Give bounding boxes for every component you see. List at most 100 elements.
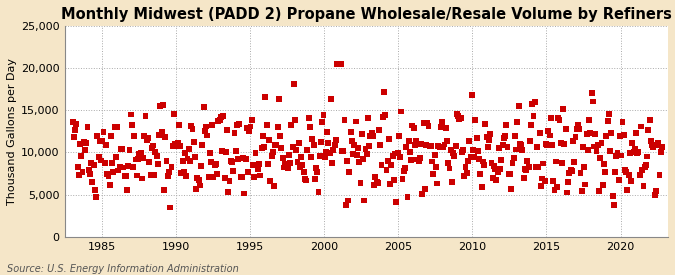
Point xyxy=(317,120,327,124)
Point xyxy=(369,183,379,187)
Point xyxy=(493,146,504,150)
Point xyxy=(244,128,254,133)
Point xyxy=(518,176,529,180)
Point xyxy=(638,184,649,189)
Point xyxy=(141,138,152,142)
Point xyxy=(325,97,336,101)
Point xyxy=(286,123,297,128)
Point xyxy=(654,173,665,177)
Point xyxy=(92,134,103,138)
Point xyxy=(418,121,429,126)
Point xyxy=(641,163,651,167)
Point xyxy=(173,123,184,127)
Point xyxy=(266,154,277,158)
Point xyxy=(264,138,275,142)
Point xyxy=(84,172,95,176)
Point xyxy=(465,155,476,159)
Point xyxy=(589,144,599,149)
Point xyxy=(126,123,137,127)
Point xyxy=(501,123,512,127)
Point xyxy=(542,143,553,148)
Point xyxy=(596,141,607,145)
Point xyxy=(421,142,431,147)
Point xyxy=(335,62,346,66)
Point xyxy=(233,157,244,161)
Point xyxy=(227,160,238,164)
Point xyxy=(138,156,148,160)
Point xyxy=(492,169,503,174)
Point xyxy=(99,161,110,165)
Point xyxy=(527,102,538,107)
Point xyxy=(139,133,150,138)
Point xyxy=(315,154,325,158)
Point xyxy=(576,189,587,194)
Point xyxy=(148,143,159,148)
Point xyxy=(130,157,141,162)
Point xyxy=(98,130,109,134)
Point xyxy=(273,97,284,101)
Point xyxy=(191,187,202,191)
Point xyxy=(469,155,480,159)
Point xyxy=(480,122,491,126)
Point xyxy=(135,151,146,156)
Point xyxy=(321,149,331,154)
Point xyxy=(157,103,168,107)
Point xyxy=(622,188,632,192)
Point xyxy=(531,164,541,169)
Point xyxy=(126,112,136,117)
Point xyxy=(655,150,666,155)
Point xyxy=(528,114,539,119)
Point xyxy=(524,139,535,144)
Point xyxy=(319,155,330,159)
Point xyxy=(639,164,650,169)
Point xyxy=(365,134,376,138)
Point xyxy=(346,138,357,143)
Point xyxy=(302,148,313,152)
Point xyxy=(487,176,498,180)
Point xyxy=(146,146,157,150)
Point xyxy=(431,165,441,169)
Point xyxy=(322,130,333,134)
Point xyxy=(599,162,610,166)
Point xyxy=(538,161,549,166)
Point xyxy=(550,159,561,164)
Point xyxy=(186,123,196,128)
Point xyxy=(375,143,385,147)
Point xyxy=(71,122,82,126)
Point xyxy=(571,127,582,131)
Point xyxy=(386,163,397,167)
Point xyxy=(583,148,593,152)
Point xyxy=(520,168,531,173)
Point xyxy=(292,160,303,164)
Point xyxy=(187,127,198,131)
Point xyxy=(381,168,392,172)
Point xyxy=(475,172,486,176)
Point xyxy=(385,182,396,186)
Point xyxy=(271,142,282,147)
Point xyxy=(345,130,356,134)
Point xyxy=(491,178,502,182)
Point xyxy=(279,165,290,170)
Point xyxy=(617,120,628,124)
Point xyxy=(312,170,323,175)
Point xyxy=(440,126,451,130)
Point xyxy=(510,134,520,138)
Point xyxy=(172,141,183,146)
Point xyxy=(297,163,308,167)
Point xyxy=(251,163,262,167)
Point xyxy=(483,138,494,142)
Point xyxy=(620,167,630,172)
Point xyxy=(219,176,230,181)
Point xyxy=(543,129,554,134)
Point xyxy=(166,165,177,169)
Point xyxy=(212,172,223,176)
Point xyxy=(87,180,98,184)
Point xyxy=(124,148,135,153)
Point xyxy=(497,142,508,147)
Point xyxy=(459,174,470,178)
Point xyxy=(310,166,321,170)
Point xyxy=(307,136,318,141)
Point xyxy=(354,160,364,164)
Text: Source: U.S. Energy Information Administration: Source: U.S. Energy Information Administ… xyxy=(7,264,238,274)
Point xyxy=(117,147,128,152)
